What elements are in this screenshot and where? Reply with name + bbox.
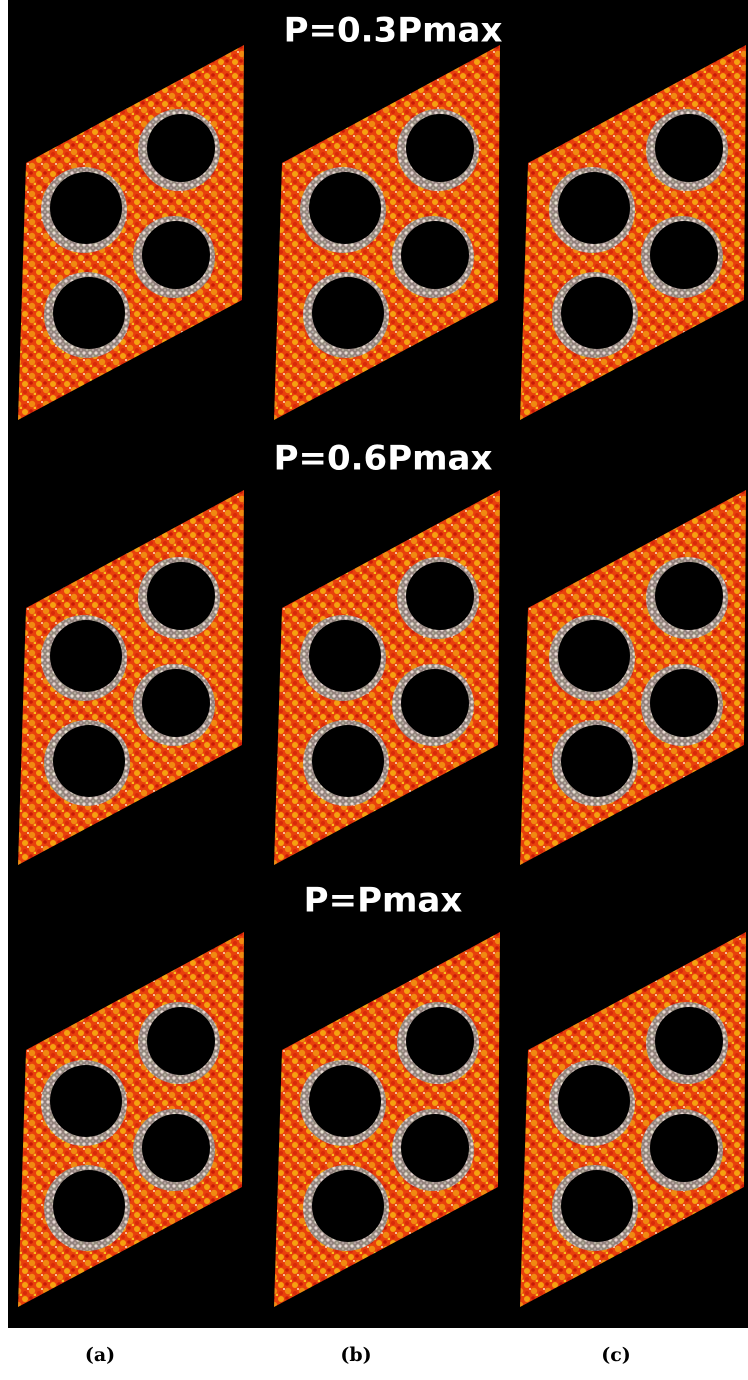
pore (50, 620, 122, 692)
pore (142, 1114, 210, 1182)
pore (50, 172, 122, 244)
row-title: P=0.3Pmax (284, 11, 503, 51)
pore (406, 1007, 474, 1075)
pore (309, 1065, 381, 1137)
pore (561, 725, 633, 797)
pore (655, 114, 723, 182)
pore (406, 114, 474, 182)
pore (312, 277, 384, 349)
column-label: (a) (85, 1344, 115, 1366)
pore (53, 725, 125, 797)
pore (561, 1170, 633, 1242)
pore (147, 1007, 215, 1075)
pore (406, 562, 474, 630)
pore (401, 669, 469, 737)
pore (50, 1065, 122, 1137)
pore (53, 277, 125, 349)
pore (401, 221, 469, 289)
snapshots (18, 45, 746, 1307)
pore (558, 172, 630, 244)
pore (655, 562, 723, 630)
column-label: (b) (340, 1344, 371, 1366)
pore (142, 669, 210, 737)
pore (558, 620, 630, 692)
pore (650, 1114, 718, 1182)
pore (142, 221, 210, 289)
pore (147, 114, 215, 182)
pore (312, 1170, 384, 1242)
pore (309, 172, 381, 244)
row-title: P=0.6Pmax (274, 439, 493, 479)
pore (401, 1114, 469, 1182)
pore (312, 725, 384, 797)
pore (53, 1170, 125, 1242)
pore (650, 669, 718, 737)
page: P=0.3Pmax P=0.6Pmax P=Pmax (a) (b) (c) (… (0, 0, 748, 1380)
pore (147, 562, 215, 630)
pore (650, 221, 718, 289)
pore (558, 1065, 630, 1137)
pore (561, 277, 633, 349)
figure: P=0.3Pmax P=0.6Pmax P=Pmax (a) (b) (c) (0, 0, 748, 1380)
row-title: P=Pmax (304, 881, 463, 921)
column-label: (c) (601, 1344, 631, 1366)
pore (309, 620, 381, 692)
pore (655, 1007, 723, 1075)
